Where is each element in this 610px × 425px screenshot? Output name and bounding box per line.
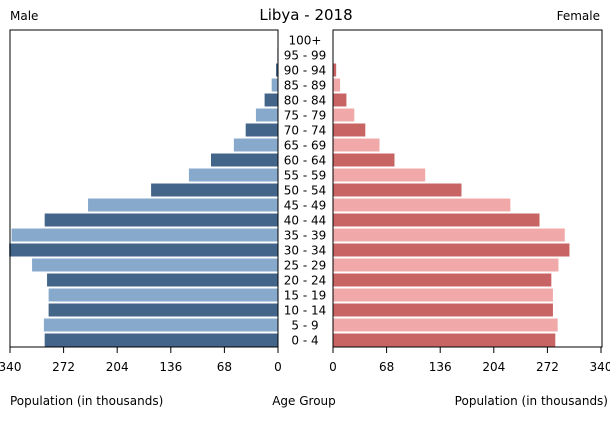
age-group-label: 30 - 34 xyxy=(284,244,327,258)
male-bar-90-94 xyxy=(276,63,278,77)
female-bar-40-44 xyxy=(333,213,540,227)
age-group-label: 5 - 9 xyxy=(291,319,318,333)
age-group-label: 20 - 24 xyxy=(284,274,327,288)
male-x-axis-label: Population (in thousands) xyxy=(10,394,163,408)
male-bar-10-14 xyxy=(48,303,278,317)
male-bar-5-9 xyxy=(43,318,278,332)
female-bar-25-29 xyxy=(333,258,559,272)
age-group-label: 25 - 29 xyxy=(284,259,327,273)
male-x-tick-label: 340 xyxy=(0,360,21,374)
female-bar-30-34 xyxy=(333,243,570,257)
male-bar-45-49 xyxy=(88,198,278,212)
male-bar-55-59 xyxy=(188,168,278,182)
male-bar-80-84 xyxy=(264,93,278,107)
female-bar-20-24 xyxy=(333,273,552,287)
female-x-tick-label: 136 xyxy=(429,360,452,374)
age-group-label: 55 - 59 xyxy=(284,169,327,183)
male-x-tick-label: 272 xyxy=(52,360,75,374)
female-x-tick-label: 0 xyxy=(329,360,337,374)
age-group-label: 90 - 94 xyxy=(284,64,327,78)
age-group-label: 50 - 54 xyxy=(284,184,327,198)
female-bar-90-94 xyxy=(333,63,337,77)
age-group-label: 85 - 89 xyxy=(284,79,327,93)
male-x-tick-label: 0 xyxy=(274,360,282,374)
age-group-label: 40 - 44 xyxy=(284,214,327,228)
female-bar-55-59 xyxy=(333,168,426,182)
age-axis-label: Age Group xyxy=(272,394,336,408)
male-label: Male xyxy=(10,9,38,23)
male-bar-75-79 xyxy=(255,108,278,122)
male-bar-40-44 xyxy=(44,213,278,227)
female-plot-frame xyxy=(332,29,603,348)
male-bar-35-39 xyxy=(11,228,278,242)
male-bar-65-69 xyxy=(233,138,278,152)
male-bar-70-74 xyxy=(245,123,278,137)
female-x-tick-label: 204 xyxy=(482,360,505,374)
female-bar-75-79 xyxy=(333,108,355,122)
male-bar-0-4 xyxy=(44,333,278,347)
female-x-tick-label: 340 xyxy=(590,360,610,374)
female-bar-35-39 xyxy=(333,228,565,242)
male-bar-50-54 xyxy=(151,183,278,197)
age-group-label: 100+ xyxy=(289,34,322,48)
male-bar-25-29 xyxy=(32,258,278,272)
female-bar-85-89 xyxy=(333,78,341,92)
male-bar-20-24 xyxy=(47,273,278,287)
male-x-tick-label: 204 xyxy=(106,360,129,374)
male-x-tick-label: 68 xyxy=(217,360,232,374)
female-bar-5-9 xyxy=(333,318,558,332)
female-bar-0-4 xyxy=(333,333,556,347)
female-label: Female xyxy=(557,9,600,23)
age-group-label: 80 - 84 xyxy=(284,94,327,108)
male-bar-85-89 xyxy=(271,78,278,92)
female-bar-50-54 xyxy=(333,183,462,197)
age-group-label: 0 - 4 xyxy=(291,334,318,348)
male-x-tick-label: 136 xyxy=(159,360,182,374)
female-x-axis-label: Population (in thousands) xyxy=(455,394,608,408)
male-bar-30-34 xyxy=(9,243,279,257)
female-x-tick-label: 68 xyxy=(379,360,394,374)
female-bar-60-64 xyxy=(333,153,395,167)
female-bar-45-49 xyxy=(333,198,511,212)
age-group-label: 35 - 39 xyxy=(284,229,327,243)
age-group-label: 65 - 69 xyxy=(284,139,327,153)
female-bar-10-14 xyxy=(333,303,553,317)
female-bar-65-69 xyxy=(333,138,380,152)
age-group-label: 15 - 19 xyxy=(284,289,327,303)
female-bar-80-84 xyxy=(333,93,347,107)
male-plot-frame xyxy=(9,29,279,348)
female-bar-70-74 xyxy=(333,123,366,137)
age-group-label: 45 - 49 xyxy=(284,199,327,213)
female-x-tick-label: 272 xyxy=(536,360,559,374)
male-bar-60-64 xyxy=(211,153,278,167)
age-group-label: 10 - 14 xyxy=(284,304,327,318)
male-bar-15-19 xyxy=(48,288,278,302)
age-group-label: 70 - 74 xyxy=(284,124,327,138)
age-group-label: 95 - 99 xyxy=(284,49,327,63)
female-bar-15-19 xyxy=(333,288,553,302)
age-group-label: 75 - 79 xyxy=(284,109,327,123)
age-group-label: 60 - 64 xyxy=(284,154,327,168)
chart-title: Libya - 2018 xyxy=(259,6,352,24)
